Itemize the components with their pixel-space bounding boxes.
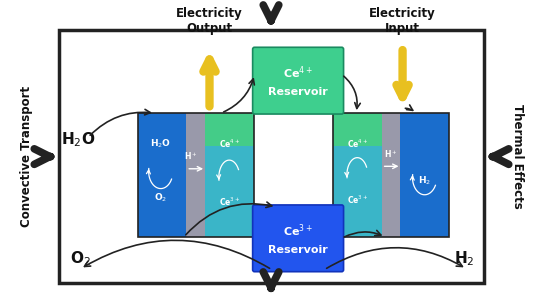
Bar bbox=[205, 113, 254, 237]
Bar bbox=[137, 113, 186, 237]
Bar bbox=[333, 113, 449, 237]
Bar bbox=[400, 113, 449, 237]
Text: Ce$^{3+}$: Ce$^{3+}$ bbox=[219, 196, 240, 208]
Text: Electricity
Input: Electricity Input bbox=[369, 7, 436, 35]
Text: H$^+$: H$^+$ bbox=[384, 148, 397, 160]
Text: Ce$^{4+}$: Ce$^{4+}$ bbox=[346, 138, 368, 150]
Bar bbox=[205, 113, 254, 146]
Text: H$_2$: H$_2$ bbox=[454, 250, 475, 268]
Text: Ce$^{3+}$: Ce$^{3+}$ bbox=[283, 222, 313, 239]
Bar bbox=[382, 113, 400, 237]
Bar bbox=[59, 30, 484, 283]
Text: Reservoir: Reservoir bbox=[268, 245, 328, 255]
Bar bbox=[186, 113, 205, 237]
Text: Electricity
Output: Electricity Output bbox=[176, 7, 243, 35]
Text: Ce$^{3+}$: Ce$^{3+}$ bbox=[346, 194, 368, 206]
Text: Convective Transport: Convective Transport bbox=[20, 86, 33, 227]
Text: O$_2$: O$_2$ bbox=[70, 250, 91, 268]
Text: Thermal Effects: Thermal Effects bbox=[511, 104, 524, 209]
Text: H$_2$O: H$_2$O bbox=[61, 131, 96, 149]
Bar bbox=[333, 113, 382, 146]
Bar bbox=[333, 113, 382, 237]
FancyBboxPatch shape bbox=[252, 205, 344, 272]
Bar bbox=[137, 113, 254, 237]
Text: O$_2$: O$_2$ bbox=[154, 191, 167, 203]
Text: Ce$^{4+}$: Ce$^{4+}$ bbox=[219, 138, 240, 150]
FancyBboxPatch shape bbox=[252, 47, 344, 114]
Text: H$^+$: H$^+$ bbox=[184, 151, 198, 162]
Text: H$_2$: H$_2$ bbox=[418, 175, 431, 187]
Text: Reservoir: Reservoir bbox=[268, 87, 328, 97]
Text: H$_2$O: H$_2$O bbox=[150, 138, 171, 150]
Text: Ce$^{4+}$: Ce$^{4+}$ bbox=[283, 65, 313, 81]
